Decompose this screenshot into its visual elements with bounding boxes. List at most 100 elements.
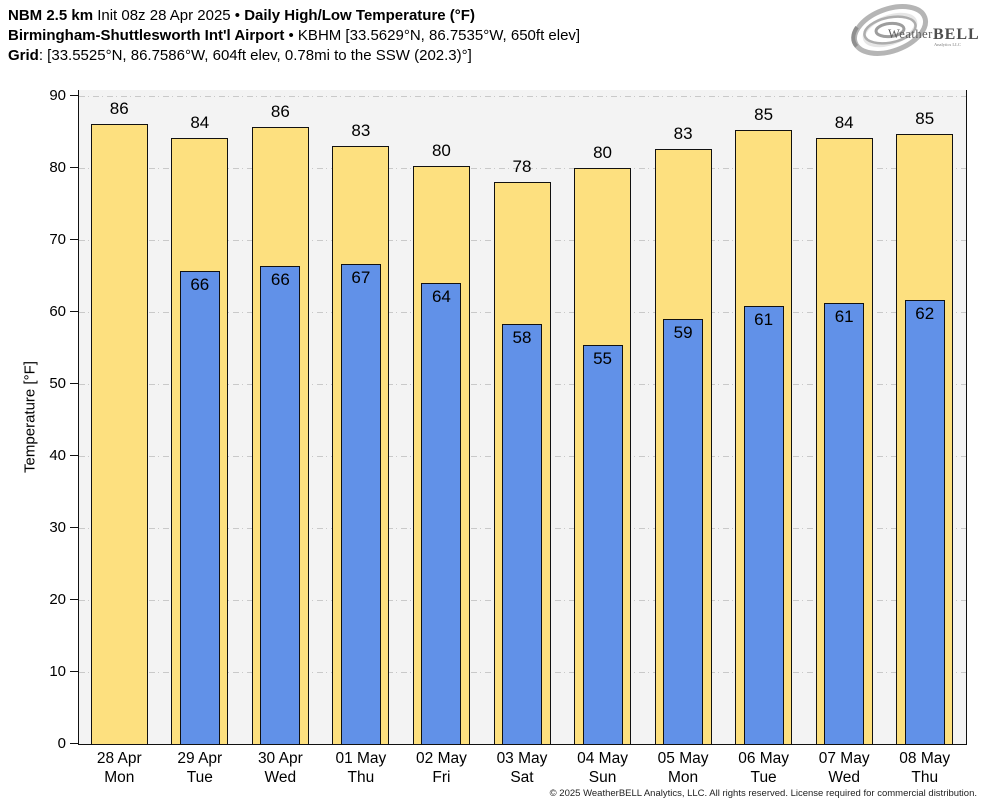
x-tick-date: 29 Apr (177, 750, 223, 767)
y-tick (70, 311, 78, 313)
x-tick-weekday: Tue (186, 769, 213, 786)
y-tick-label: 20 (49, 590, 66, 608)
logo-word-bell: BELL (933, 26, 978, 43)
y-tick (70, 455, 78, 457)
bar-value-high: 80 (431, 141, 451, 161)
x-tick-label: 08 May Thu (884, 749, 965, 787)
y-tick (70, 599, 78, 601)
y-tick-label: 40 (49, 446, 66, 464)
weatherbell-logo: Weather BELL Analytics LLC (846, 3, 979, 59)
title-line-3: Grid: [33.5525°N, 86.7586°W, 604ft elev,… (8, 46, 580, 66)
gridline-80 (79, 168, 966, 170)
init-time: Init 08z 28 Apr 2025 • (93, 7, 245, 24)
x-tick-label: 07 May Wed (804, 749, 885, 787)
bar-value-high: 85 (754, 105, 774, 125)
y-tick (70, 95, 78, 97)
bar-value-high: 83 (351, 120, 371, 140)
x-tick-label: 04 May Sun (562, 749, 643, 787)
x-tick-weekday: Thu (347, 769, 375, 786)
x-axis-labels: 28 Apr Mon 29 Apr Tue 30 Apr Wed 01 May Thu 02 M… (79, 749, 966, 791)
bar-high (90, 124, 148, 744)
bar-value-low: 58 (512, 328, 532, 348)
y-tick-label: 90 (49, 86, 66, 104)
bar-value-high: 78 (512, 156, 532, 176)
bar-value-low: 66 (270, 270, 290, 290)
x-tick-date: 04 May (577, 750, 628, 767)
title-line-1: NBM 2.5 km Init 08z 28 Apr 2025 • Daily … (8, 6, 580, 26)
chart-header: NBM 2.5 km Init 08z 28 Apr 2025 • Daily … (8, 6, 580, 66)
bar-low (582, 345, 623, 744)
bar-low (904, 299, 945, 744)
title-line-2: Birmingham-Shuttlesworth Int'l Airport •… (8, 26, 580, 46)
x-tick-weekday: Sat (510, 769, 534, 786)
bar-value-high: 86 (109, 99, 129, 119)
bar-low (421, 283, 462, 744)
y-tick (70, 527, 78, 529)
y-tick-label: 70 (49, 230, 66, 248)
x-tick-weekday: Tue (750, 769, 777, 786)
x-tick-date: 08 May (899, 750, 951, 767)
x-tick-weekday: Fri (432, 769, 451, 786)
bar-low (824, 302, 865, 744)
bar-value-low: 62 (915, 303, 935, 323)
bar-value-low: 64 (431, 287, 451, 307)
bar-low (340, 263, 381, 744)
bar-value-low: 67 (351, 267, 371, 287)
x-tick-weekday: Mon (104, 769, 135, 786)
x-tick-date: 03 May (496, 750, 548, 767)
x-tick-label: 29 Apr Tue (160, 749, 241, 787)
y-tick (70, 671, 78, 673)
bar-value-low: 59 (673, 323, 693, 343)
x-tick-label: 30 Apr Wed (240, 749, 321, 787)
y-tick (70, 239, 78, 241)
bar-value-low: 55 (593, 349, 612, 369)
footer-copyright: © 2025 WeatherBELL Analytics, LLC. All r… (549, 788, 977, 799)
bar-value-low: 61 (754, 310, 774, 330)
page-title: Daily High/Low Temperature (°F) (244, 7, 475, 24)
bar-value-high: 85 (915, 109, 935, 129)
bar-value-high: 80 (593, 143, 612, 163)
x-tick-label: 06 May Tue (723, 749, 804, 787)
y-tick (70, 743, 78, 744)
x-tick-weekday: Wed (264, 769, 297, 786)
bar-low (260, 266, 301, 744)
x-tick-date: 01 May (335, 750, 387, 767)
bar-value-high: 84 (190, 112, 210, 132)
model-name: NBM 2.5 km (8, 7, 94, 24)
x-tick-weekday: Thu (911, 769, 939, 786)
x-tick-label: 01 May Thu (321, 749, 402, 787)
x-tick-date: 30 Apr (257, 750, 303, 767)
x-tick-date: 07 May (818, 750, 870, 767)
bar-value-low: 61 (834, 306, 854, 326)
y-tick-label: 80 (49, 158, 66, 176)
bar-value-high: 84 (834, 112, 854, 132)
x-tick-label: 05 May Mon (643, 749, 724, 787)
grid-label: Grid (8, 47, 39, 64)
bar-low (179, 271, 220, 744)
y-tick-label: 50 (49, 374, 66, 392)
x-tick-label: 03 May Sat (482, 749, 563, 787)
bar-value-low: 66 (190, 275, 210, 295)
y-tick-label: 0 (57, 734, 66, 752)
y-tick-label: 10 (49, 662, 66, 680)
x-tick-date: 02 May (416, 750, 467, 767)
x-tick-date: 06 May (738, 750, 790, 767)
logo-subtitle: Analytics LLC (934, 42, 961, 47)
station-coords: • KBHM [33.5629°N, 86.7535°W, 650ft elev… (284, 27, 581, 44)
bar-low (502, 324, 542, 744)
logo-swirl-icon: Weather BELL Analytics LLC (851, 4, 979, 56)
x-tick-label: 28 Apr Mon (79, 749, 160, 787)
x-tick-date: 05 May (657, 750, 709, 767)
grid-coords: : [33.5525°N, 86.7586°W, 604ft elev, 0.7… (38, 47, 472, 64)
logo-word-weather: Weather (888, 27, 933, 41)
bar-low (743, 306, 784, 744)
y-tick (70, 383, 78, 385)
y-tick-label: 60 (49, 302, 66, 320)
x-tick-date: 28 Apr (96, 750, 142, 767)
bar-low (663, 319, 704, 744)
station-name: Birmingham-Shuttlesworth Int'l Airport (8, 27, 285, 44)
gridline-90 (79, 96, 966, 98)
bar-value-high: 86 (270, 102, 290, 122)
y-tick-label: 30 (49, 518, 66, 536)
